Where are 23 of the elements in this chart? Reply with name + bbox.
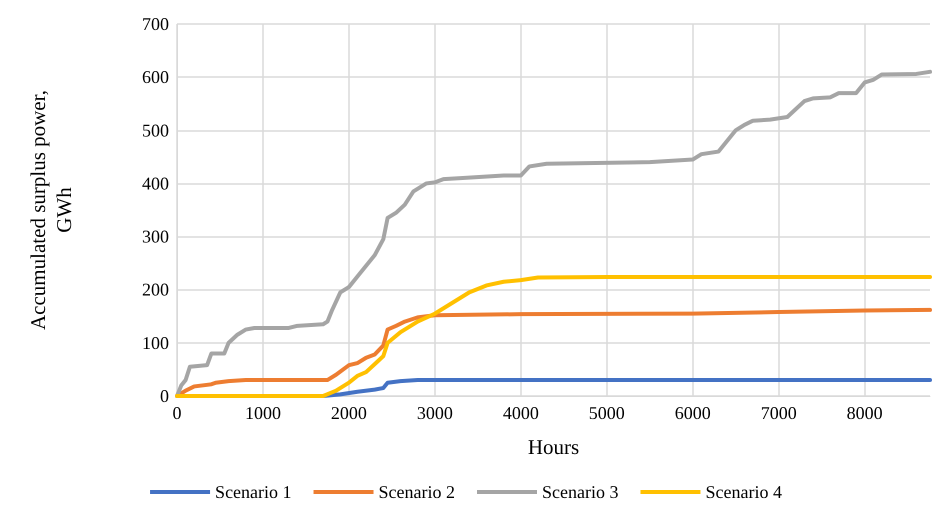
x-tick-label: 4000: [502, 403, 539, 423]
x-tick-label: 2000: [330, 403, 367, 423]
x-tick-label: 5000: [588, 403, 625, 423]
legend-label: Scenario 1: [215, 482, 292, 502]
y-tick-label: 400: [142, 173, 169, 194]
x-axis-title: Hours: [528, 435, 580, 459]
y-tick-label: 700: [142, 14, 169, 34]
x-tick-label: 6000: [674, 403, 711, 423]
y-tick-label: 100: [142, 332, 169, 353]
x-tick-label: 8000: [846, 403, 883, 423]
y-tick-label: 500: [142, 120, 169, 140]
y-axis-title: Accumulated surplus power, GWh: [26, 90, 76, 330]
y-tick-label: 200: [142, 280, 169, 300]
y-tick-label: 0: [160, 386, 169, 406]
y-tick-label: 600: [142, 67, 169, 88]
y-tick-label: 300: [142, 226, 169, 247]
legend-label: Scenario 4: [705, 482, 782, 502]
legend-label: Scenario 2: [378, 482, 456, 502]
x-tick-label: 7000: [760, 403, 797, 423]
x-tick-label: 3000: [416, 403, 453, 423]
x-tick-label: 1000: [244, 403, 281, 423]
x-tick-label: 0: [172, 403, 182, 423]
legend-label: Scenario 3: [542, 482, 618, 502]
